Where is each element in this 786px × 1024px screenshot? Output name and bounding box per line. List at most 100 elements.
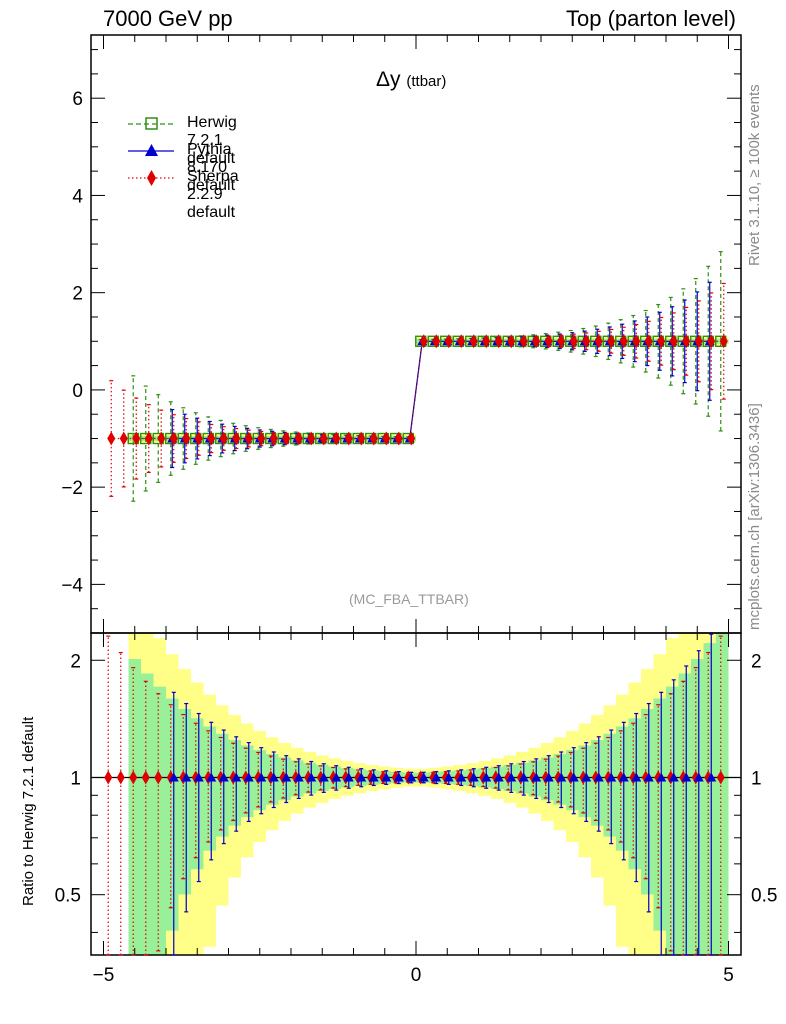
ratio-pythia-marker (693, 772, 704, 782)
herwig-band (128, 337, 729, 443)
ratio-pythia-marker (206, 772, 217, 782)
ratio-band-green (603, 733, 616, 837)
ratio-pythia-marker (456, 772, 467, 782)
y-tick-label: 4 (72, 186, 83, 207)
sherpa-marker (119, 431, 128, 446)
sherpa-marker (407, 431, 416, 446)
rivet-version-label: Rivet 3.1.10, ≥ 100k events (746, 84, 763, 266)
ratio-pythia-marker (318, 772, 329, 782)
sherpa-marker (344, 431, 353, 446)
process-label: Top (parton level) (566, 6, 736, 31)
sherpa-marker (169, 431, 178, 446)
ratio-pythia-marker (481, 772, 492, 782)
ratio-pythia-marker (256, 772, 267, 782)
ratio-pythia-marker (431, 772, 442, 782)
ratio-pythia-marker (643, 772, 654, 782)
y-tick-label: 6 (72, 89, 83, 110)
sherpa-marker (594, 334, 603, 349)
sherpa-marker (632, 334, 641, 349)
ratio-pythia-marker (418, 772, 429, 782)
ratio-tick-label: 0.5 (751, 886, 777, 907)
sherpa-marker (444, 334, 453, 349)
ratio-band-green (153, 686, 166, 955)
sherpa-marker (144, 431, 153, 446)
ratio-pythia-marker (181, 772, 192, 782)
ratio-sherpa-marker (104, 770, 113, 785)
sherpa-marker (219, 431, 228, 446)
x-ticks: −5 0 5 (93, 35, 734, 986)
sherpa-marker (257, 431, 266, 446)
x-tick-label: −5 (93, 965, 115, 986)
series-points-2 (107, 282, 728, 497)
ratio-pythia-marker (393, 772, 404, 782)
sherpa-marker (269, 431, 278, 446)
sherpa-marker (707, 334, 716, 349)
ratio-pythia-marker (368, 772, 379, 782)
sherpa-marker (569, 334, 578, 349)
sherpa-marker (357, 431, 366, 446)
sherpa-marker (332, 431, 341, 446)
sherpa-marker (719, 334, 728, 349)
ratio-tick-label: 1 (751, 768, 762, 789)
sherpa-marker (644, 334, 653, 349)
ratio-tick-label: 0.5 (55, 886, 81, 907)
ratio-pythia-marker (218, 772, 229, 782)
y-tick-label: 2 (72, 284, 83, 305)
ratio-pythia-marker (506, 772, 517, 782)
series-points-0 (127, 251, 727, 502)
ratio-pythia-marker (443, 772, 454, 782)
sherpa-marker (394, 431, 403, 446)
sherpa-marker (107, 431, 116, 446)
ratio-pythia-marker (593, 772, 604, 782)
ratio-band-green (141, 673, 154, 955)
sherpa-marker (557, 334, 566, 349)
ratio-pythia-marker (193, 772, 204, 782)
ratio-pythia-marker (631, 772, 642, 782)
ratio-points-1 (168, 633, 717, 956)
sherpa-marker (494, 334, 503, 349)
legend-marker-pythia (128, 144, 174, 156)
sherpa-marker (507, 334, 516, 349)
sherpa-marker (244, 431, 253, 446)
ratio-pythia-marker (543, 772, 554, 782)
ratio-band-green (628, 718, 641, 870)
sherpa-marker (469, 334, 478, 349)
ratio-pythia-marker (556, 772, 567, 782)
ratio-sherpa-marker (716, 770, 725, 785)
ratio-pythia-marker (531, 772, 542, 782)
ratio-pythia-marker (231, 772, 242, 782)
sherpa-marker (369, 431, 378, 446)
ratio-pythia-marker (293, 772, 304, 782)
ratio-pythia-marker (618, 772, 629, 782)
ratio-pythia-marker (406, 772, 417, 782)
legend-label-herwig: Herwig 7.2.1 default (187, 114, 237, 167)
ratio-pythia-marker (518, 772, 529, 782)
ratio-band-green (228, 739, 241, 826)
sherpa-marker (282, 431, 291, 446)
series-line-1 (172, 340, 710, 440)
ratio-y-ticks: 0.5 0.5 1 1 2 2 (55, 651, 777, 933)
sherpa-marker (319, 431, 328, 446)
x-tick-label: 5 (723, 965, 734, 986)
ratio-band-green (716, 633, 729, 955)
ratio-band-green (653, 698, 666, 931)
ratio-pythia-marker (706, 772, 717, 782)
plot-title: Δy (ttbar) (376, 68, 446, 92)
y-tick-label: −2 (61, 478, 83, 499)
sherpa-marker (607, 334, 616, 349)
ratio-pythia-marker (168, 772, 179, 782)
ratio-pythia-marker (331, 772, 342, 782)
ratio-band-green (178, 708, 191, 895)
ratio-sherpa-marker (141, 770, 150, 785)
ratio-pythia-marker (568, 772, 579, 782)
sherpa-marker (657, 334, 666, 349)
sherpa-marker (682, 334, 691, 349)
sherpa-marker (669, 334, 678, 349)
ratio-tick-label: 2 (70, 651, 81, 672)
ratio-uncertainty-bands (128, 633, 729, 955)
y-tick-label: 0 (72, 381, 83, 402)
y-tick-label: −4 (61, 575, 83, 596)
sherpa-marker (382, 431, 391, 446)
sherpa-marker (482, 334, 491, 349)
